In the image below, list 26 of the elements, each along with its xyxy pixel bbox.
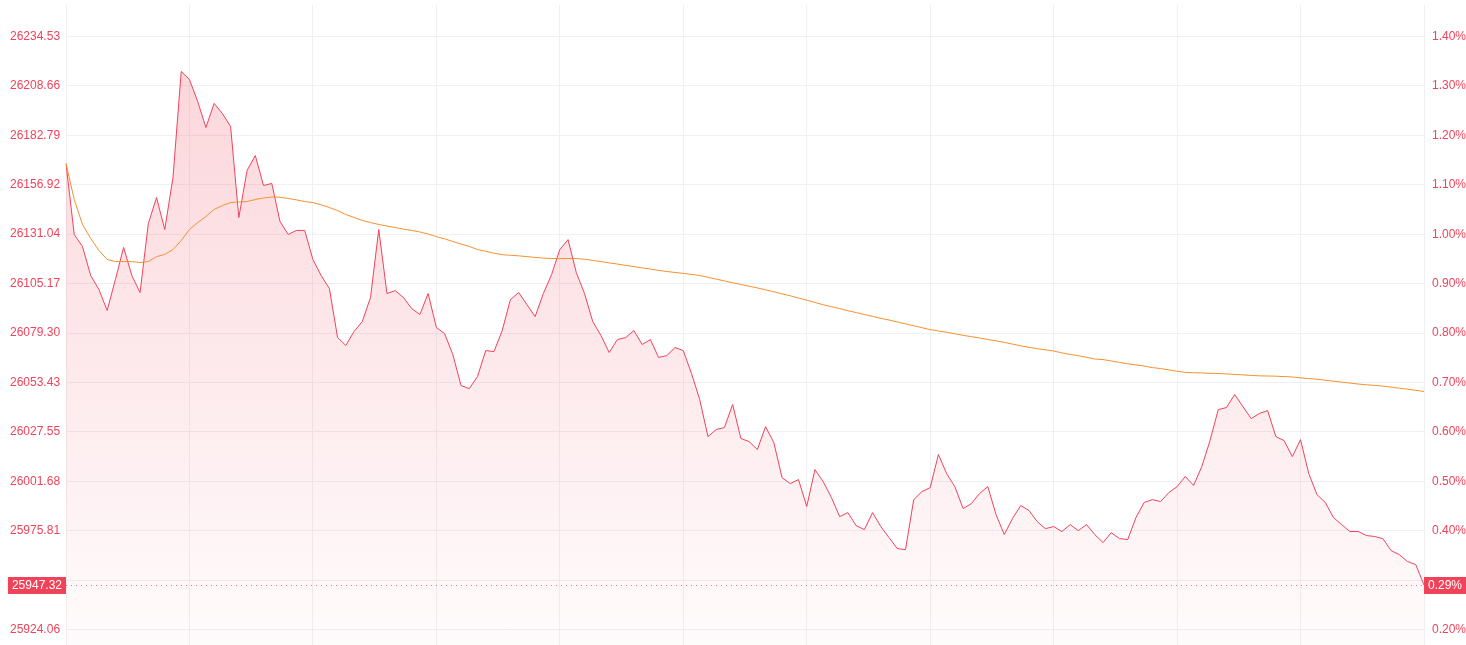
y2-tick-label: 0.40% [1432, 523, 1466, 538]
y2-tick-label: 1.30% [1432, 78, 1466, 93]
y-tick-label: 26079.30 [10, 325, 61, 340]
y2-tick-label: 0.20% [1432, 621, 1466, 636]
y-tick-label: 26053.43 [10, 374, 61, 389]
y2-tick-label: 1.40% [1432, 28, 1466, 43]
annotation: 0.29% [1428, 578, 1463, 593]
y-tick-label: 26234.53 [10, 28, 61, 43]
y-tick-label: 25924.06 [10, 621, 61, 636]
y-tick-label: 26027.55 [10, 424, 61, 439]
y2-tick-label: 0.60% [1432, 424, 1466, 439]
y2-tick-label: 0.90% [1432, 276, 1466, 291]
y-tick-label: 26131.04 [10, 226, 61, 241]
y2-tick-label: 0.70% [1432, 374, 1466, 389]
y2-tick-label: 0.80% [1432, 325, 1466, 340]
y2-tick-label: 0.50% [1432, 473, 1466, 488]
y2-tick-label: 1.10% [1432, 177, 1466, 192]
y-tick-label: 26182.79 [10, 127, 61, 142]
y-tick-label: 26208.66 [10, 78, 61, 93]
y2-tick-label: 1.00% [1432, 226, 1466, 241]
ref-line-label: 25947.32 [11, 578, 63, 593]
y-tick-label: 26105.17 [10, 275, 61, 290]
y-tick-label: 26001.68 [10, 473, 61, 488]
y2-tick-label: 1.20% [1432, 127, 1466, 142]
y-tick-label: 25975.81 [10, 523, 61, 538]
y-tick-label: 26156.92 [10, 177, 61, 192]
